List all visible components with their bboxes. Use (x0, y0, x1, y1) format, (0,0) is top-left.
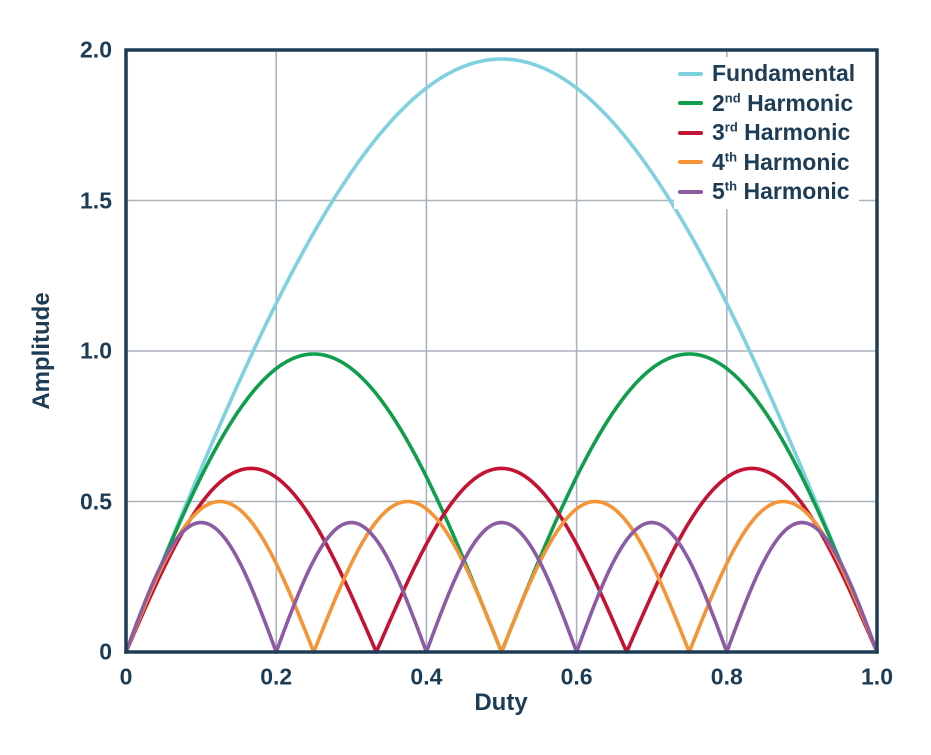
legend-swatch (678, 160, 703, 165)
plot-frame (124, 48, 879, 654)
legend-swatch (678, 189, 703, 194)
legend-item-3rd-harmonic: 3rd Harmonic (678, 118, 855, 148)
legend-label-superscript: rd (724, 119, 738, 135)
x-tick-label: 0 (119, 663, 133, 690)
legend-swatch (678, 101, 703, 106)
legend-swatch (678, 71, 703, 76)
legend-item-2nd-harmonic: 2nd Harmonic (678, 89, 855, 119)
x-tick-label: 1.0 (861, 663, 893, 690)
x-tick-label: 0.6 (560, 663, 593, 690)
y-tick-label: 1.5 (80, 187, 112, 213)
legend-label: 2nd Harmonic (712, 89, 854, 116)
y-tick-label: 0 (99, 638, 112, 665)
y-tick-label: 0.5 (80, 488, 112, 514)
legend-swatch (678, 130, 703, 135)
x-tick-label: 0.8 (710, 663, 743, 690)
legend-label: 5th Harmonic (712, 178, 850, 205)
y-tick-label: 1.0 (80, 337, 112, 364)
legend: Fundamental 2nd Harmonic 3rd Harmonic 4th H… (674, 57, 860, 209)
legend-item-4th-harmonic: 4th Harmonic (678, 148, 855, 178)
legend-label-superscript: nd (724, 90, 741, 106)
y-axis-title: Amplitude (28, 292, 55, 410)
x-tick-label: 0.2 (260, 663, 293, 690)
x-axis-title: Duty (474, 689, 528, 716)
series-curve-2nd-harmonic (124, 352, 879, 654)
series-curve-5th-harmonic (124, 520, 879, 654)
legend-label-superscript: th (724, 149, 738, 165)
series-curve-fundamental (124, 57, 879, 654)
legend-item-fundamental: Fundamental (678, 59, 855, 89)
legend-label: 3rd Harmonic (712, 119, 851, 146)
legend-label: Fundamental (712, 60, 856, 87)
legend-label-superscript: th (724, 178, 738, 194)
x-tick-label: 0.4 (410, 663, 443, 690)
y-tick-label: 2.0 (80, 36, 112, 63)
legend-label: 4th Harmonic (712, 148, 850, 175)
legend-item-5th-harmonic: 5th Harmonic (678, 177, 855, 207)
series-curve-3rd-harmonic (124, 466, 879, 654)
